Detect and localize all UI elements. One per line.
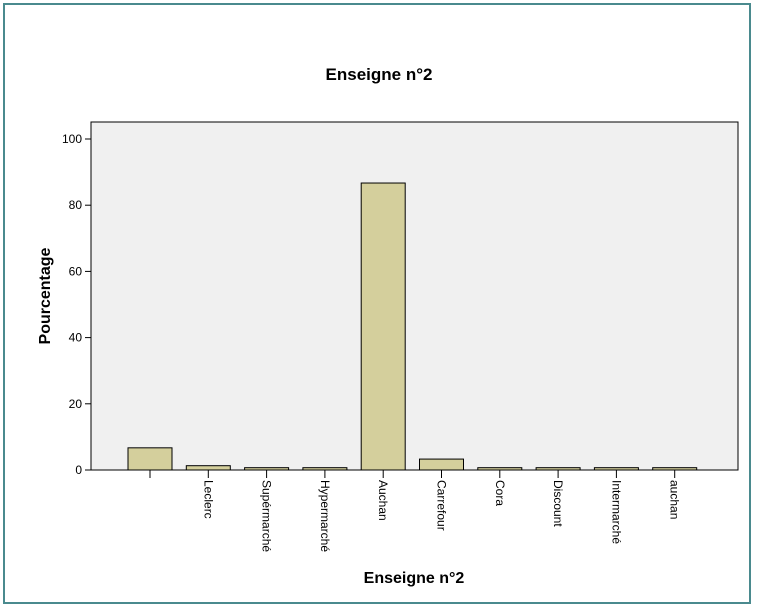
bar <box>593 467 639 471</box>
x-tick-label: Auchan <box>376 480 390 521</box>
x-tick-label: Intermarché <box>609 480 623 544</box>
x-axis-title: Enseigne n°2 <box>364 570 465 587</box>
x-tick-label: auchan <box>668 480 682 519</box>
x-tick-label: Leclerc <box>201 480 215 519</box>
bar <box>244 467 290 471</box>
bar <box>652 467 698 471</box>
bar <box>185 465 231 471</box>
y-tick-label: 80 <box>69 198 83 212</box>
x-tick-label: Discount <box>551 480 565 527</box>
bars <box>127 182 698 471</box>
bar <box>360 182 406 471</box>
x-axis: Leclerc Supérmarché Hypermarché Auchan Carre… <box>149 470 682 552</box>
y-tick-label: 60 <box>69 264 83 278</box>
bar <box>127 447 173 471</box>
y-axis: 0 20 40 60 80 100 <box>62 132 91 477</box>
chart-title: Enseigne n°2 <box>326 65 433 84</box>
y-tick-label: 20 <box>69 397 83 411</box>
x-tick-label: Supérmarché <box>260 480 274 552</box>
bar <box>477 467 523 471</box>
x-tick-label: Cora <box>493 480 507 506</box>
y-tick-label: 100 <box>62 132 82 146</box>
y-tick-label: 0 <box>75 463 82 477</box>
bar <box>302 467 348 471</box>
y-axis-title: Pourcentage <box>37 247 54 344</box>
plot-area <box>90 121 739 471</box>
y-tick-label: 40 <box>69 331 83 345</box>
x-tick-label: Carrefour <box>435 480 449 531</box>
x-tick-label: Hypermarché <box>318 480 332 552</box>
bar <box>419 458 464 471</box>
bar <box>535 467 581 471</box>
